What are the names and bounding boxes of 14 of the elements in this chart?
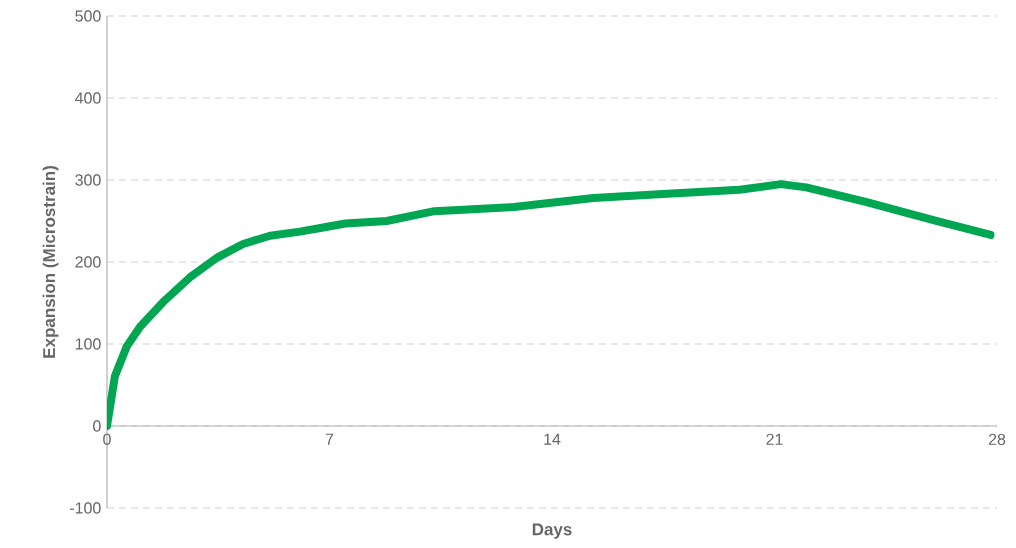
x-tick-label: 7 (325, 433, 334, 445)
x-axis-title: Days (532, 523, 572, 539)
y-tick-label: 0 (93, 420, 101, 432)
y-tick-label: 500 (75, 10, 101, 22)
y-tick-label: 200 (75, 256, 101, 268)
x-tick-label: 21 (766, 433, 783, 445)
y-axis-title: Expansion (Microstrain) (42, 166, 59, 358)
y-tick-label: -100 (70, 502, 101, 514)
y-tick-label: 100 (75, 338, 101, 350)
y-tick-label: 300 (75, 174, 101, 186)
x-tick-label: 14 (544, 433, 561, 445)
y-tick-label: 400 (75, 92, 101, 104)
x-tick-label: 28 (988, 433, 1006, 445)
x-tick-label: 0 (103, 433, 111, 445)
